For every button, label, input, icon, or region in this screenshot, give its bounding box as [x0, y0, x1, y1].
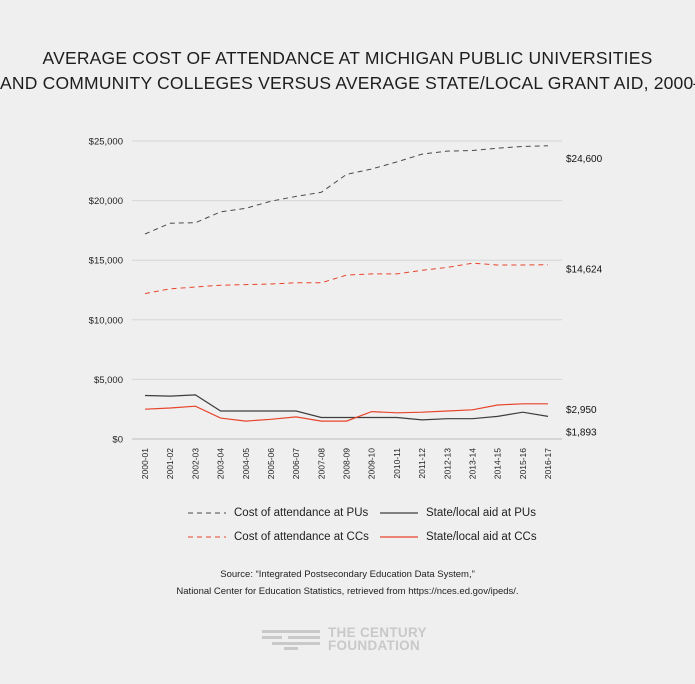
source-note: Source: “Integrated Postsecondary Educat… [0, 566, 695, 600]
x-tick-label: 2008-09 [342, 448, 352, 479]
source-line-1: Source: “Integrated Postsecondary Educat… [220, 569, 475, 580]
legend: Cost of attendance at PUs State/local ai… [183, 507, 543, 555]
series-line [144, 145, 549, 235]
x-tick-label: 2001-02 [165, 448, 175, 479]
x-tick-label: 2015-16 [518, 448, 528, 479]
legend-item-pu-aid: State/local aid at PUs [380, 507, 536, 519]
legend-swatch-cc-aid [380, 536, 418, 538]
x-tick-label: 2005-06 [266, 448, 276, 479]
y-tick-label: $20,000 [89, 196, 123, 207]
x-tick-label: 2012-13 [442, 448, 452, 479]
logo-text: THE CENTURY FOUNDATION [328, 625, 427, 653]
x-tick-label: 2007-08 [316, 448, 326, 479]
legend-item-pu-cost: Cost of attendance at PUs [188, 507, 368, 519]
century-foundation-logo-icon [262, 630, 320, 650]
series-end-label: $1,893 [566, 427, 597, 438]
legend-item-cc-cost: Cost of attendance at CCs [188, 531, 369, 543]
legend-swatch-cc-cost [188, 536, 226, 538]
x-tick-label: 2006-07 [291, 448, 301, 479]
legend-label-pu-aid: State/local aid at PUs [426, 507, 536, 519]
x-tick-label: 2010-11 [392, 448, 402, 479]
y-tick-label: $15,000 [89, 256, 123, 267]
logo-text-line-2: FOUNDATION [328, 638, 420, 653]
x-tick-label: 2011-12 [417, 448, 427, 479]
chart-title: AVERAGE COST OF ATTENDANCE AT MICHIGAN P… [0, 46, 695, 96]
y-tick-label: $25,000 [89, 137, 123, 148]
y-tick-label: $5,000 [94, 375, 123, 386]
source-line-2: National Center for Education Statistics… [176, 586, 519, 597]
legend-swatch-pu-cost [188, 512, 226, 514]
series-line [144, 403, 548, 422]
x-tick-label: 2000-01 [140, 448, 150, 479]
series-line [144, 394, 549, 421]
century-foundation-logo: THE CENTURY FOUNDATION [262, 624, 427, 654]
x-tick-label: 2004-05 [241, 448, 251, 479]
logo-text-line-1: THE CENTURY [328, 625, 427, 640]
x-tick-label: 2013-14 [467, 448, 477, 479]
legend-label-pu-cost: Cost of attendance at PUs [234, 507, 369, 519]
x-tick-label: 2014-15 [493, 448, 503, 479]
x-tick-label: 2003-04 [216, 448, 226, 479]
x-tick-label: 2002-03 [190, 448, 200, 479]
x-tick-label: 2009-10 [367, 448, 377, 479]
y-tick-label: $0 [112, 435, 123, 446]
series-end-label: $24,600 [566, 154, 603, 165]
legend-label-cc-cost: Cost of attendance at CCs [234, 531, 369, 543]
series-end-label: $14,624 [566, 265, 603, 276]
chart-title-line-2: AND COMMUNITY COLLEGES VERSUS AVERAGE ST… [0, 73, 695, 93]
y-tick-label: $10,000 [89, 315, 123, 326]
legend-swatch-pu-aid [380, 512, 418, 514]
line-chart: $0 $5,000 $10,000 $15,000 $20,000 $25,000 2000… [89, 137, 603, 480]
legend-item-cc-aid: State/local aid at CCs [380, 531, 537, 543]
series-end-label: $2,950 [566, 405, 597, 416]
chart-title-line-1: AVERAGE COST OF ATTENDANCE AT MICHIGAN P… [42, 48, 653, 68]
x-tick-label: 2016-17 [543, 448, 553, 479]
legend-label-cc-aid: State/local aid at CCs [426, 531, 537, 543]
series-line [144, 262, 549, 295]
